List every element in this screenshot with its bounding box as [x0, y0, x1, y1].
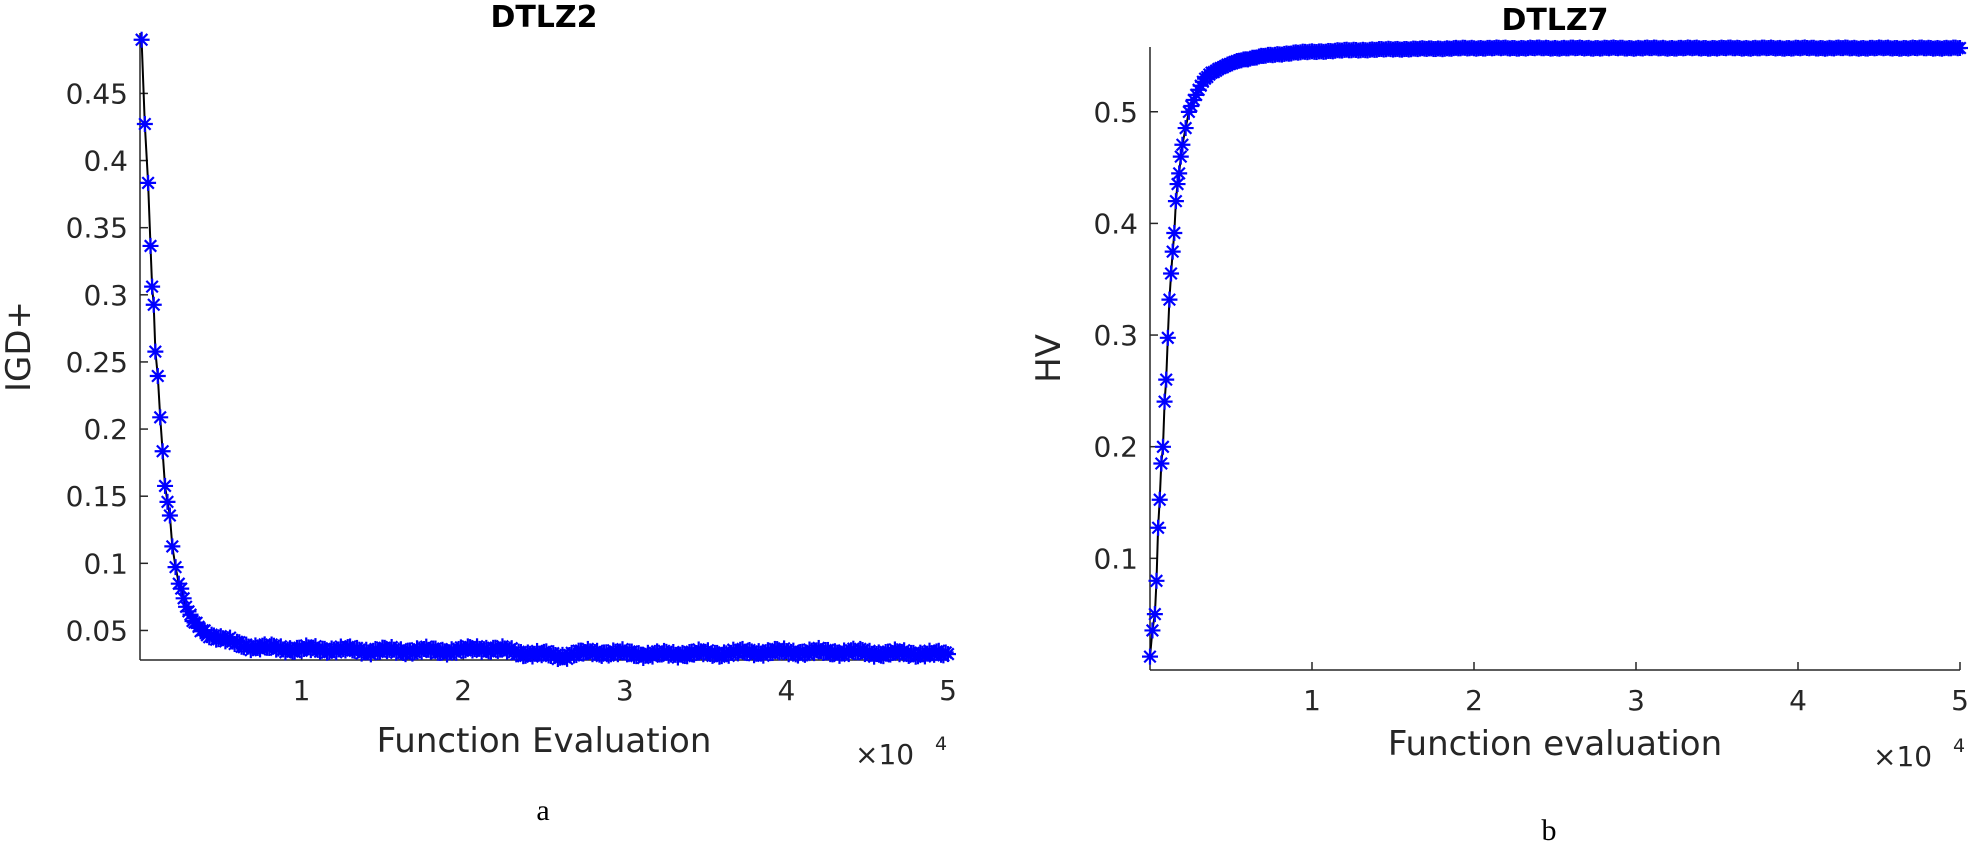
- chart-b: 1 2 3 4 5 0.1 0.2 0.3 0.4 0.5 DTLZ7 Function evalua…: [1029, 3, 1969, 773]
- data-point: [159, 493, 176, 510]
- series-line: [140, 39, 949, 661]
- y-tick-label: 0.2: [1093, 431, 1138, 464]
- data-point: [1163, 265, 1180, 282]
- x-tick-label: 5: [939, 674, 957, 707]
- y-tick-label: 0.1: [83, 547, 128, 580]
- data-point: [152, 409, 169, 426]
- data-point: [133, 31, 150, 48]
- data-point: [1154, 438, 1171, 455]
- chart-title: DTLZ2: [490, 0, 597, 35]
- data-point: [1172, 148, 1189, 165]
- data-point: [1151, 491, 1168, 508]
- panel-caption: a: [536, 794, 549, 827]
- x-tick-label: 2: [1465, 684, 1483, 717]
- data-point: [157, 477, 174, 494]
- y-tick-label: 0.25: [66, 346, 128, 379]
- y-axis-label: IGD+: [0, 301, 39, 392]
- y-tick-label: 0.45: [66, 77, 128, 110]
- panel-caption: b: [1542, 814, 1557, 844]
- data-point: [1169, 176, 1186, 193]
- data-point: [154, 443, 171, 460]
- x-axis-label: Function Evaluation: [377, 721, 712, 761]
- data-point: [1146, 606, 1163, 623]
- data-point: [1153, 455, 1170, 472]
- chart-title: DTLZ7: [1501, 3, 1608, 38]
- data-point: [142, 237, 159, 254]
- x-exponent-power: 4: [935, 733, 947, 755]
- x-exponent: ×10: [855, 738, 914, 771]
- data-point: [164, 538, 181, 555]
- data-point: [1159, 329, 1176, 346]
- data-point: [136, 116, 153, 133]
- x-tick-label: 4: [1789, 684, 1807, 717]
- x-tick-label: 5: [1951, 684, 1969, 717]
- data-point: [140, 174, 157, 191]
- x-exponent-power: 4: [1953, 735, 1965, 757]
- data-point: [1142, 648, 1158, 665]
- data-point: [1150, 519, 1167, 536]
- y-tick-label: 0.4: [1093, 207, 1138, 240]
- data-point: [149, 368, 166, 385]
- data-point: [161, 507, 178, 524]
- x-tick-label: 1: [293, 674, 311, 707]
- y-tick-label: 0.05: [66, 614, 128, 647]
- x-exponent: ×10: [1873, 740, 1932, 773]
- y-tick-label: 0.15: [66, 480, 128, 513]
- data-point: [1952, 40, 1968, 57]
- data-point: [144, 278, 161, 295]
- chart-a: 1 2 3 4 5 0.05 0.1 0.15 0.2 0.25 0.3 0.35 0.4 0.45 DTL…: [0, 0, 957, 771]
- y-tick-label: 0.4: [83, 145, 128, 178]
- y-tick-label: 0.35: [66, 212, 128, 245]
- x-tick-label: 3: [616, 674, 634, 707]
- x-axis-label: Function evaluation: [1388, 724, 1722, 764]
- y-tick-label: 0.2: [83, 413, 128, 446]
- data-point: [1158, 371, 1175, 388]
- data-point: [1161, 291, 1178, 308]
- data-point: [1171, 165, 1188, 182]
- series-markers: [133, 31, 956, 668]
- series-markers: [1142, 39, 1968, 665]
- data-point: [147, 343, 164, 360]
- data-point: [167, 559, 184, 576]
- y-tick-label: 0.3: [1093, 319, 1138, 352]
- x-tick-label: 3: [1627, 684, 1645, 717]
- data-point: [1144, 622, 1161, 639]
- y-tick-label: 0.1: [1093, 542, 1138, 575]
- x-tick-label: 2: [454, 674, 472, 707]
- data-point: [1148, 572, 1165, 589]
- data-point: [145, 296, 162, 313]
- x-tick-label: 4: [777, 674, 795, 707]
- y-tick-label: 0.5: [1093, 96, 1138, 129]
- data-point: [1164, 243, 1181, 260]
- y-axis-label: HV: [1029, 334, 1069, 383]
- data-point: [1174, 136, 1191, 153]
- data-point: [1156, 393, 1173, 410]
- data-point: [1166, 224, 1183, 241]
- data-point: [1167, 193, 1184, 210]
- data-point: [940, 646, 956, 663]
- data-point: [173, 580, 190, 597]
- x-tick-label: 1: [1303, 684, 1321, 717]
- data-point: [1177, 120, 1194, 137]
- y-tick-label: 0.3: [83, 279, 128, 312]
- series-line: [1149, 46, 1961, 657]
